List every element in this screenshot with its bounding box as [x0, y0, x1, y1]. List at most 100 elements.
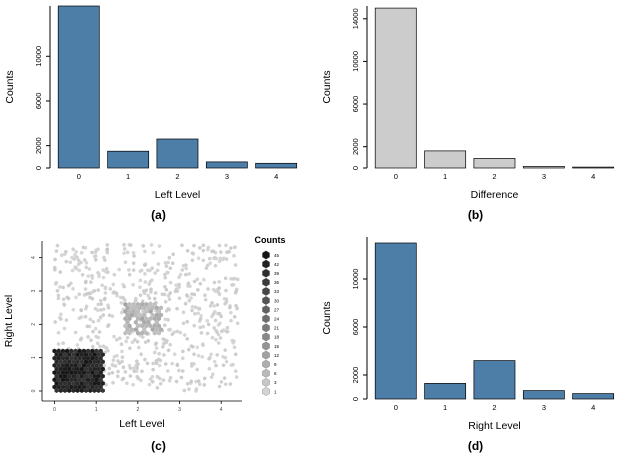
legend-value: 39	[274, 271, 280, 276]
y-tick-label: 14000	[351, 8, 360, 29]
counts-legend: Counts 45 42 39 36 33 30 27 24 21 18 15 12 9 6 3 1	[255, 235, 286, 396]
legend-value: 18	[274, 335, 280, 340]
legend-hex	[262, 359, 270, 369]
legend-value: 1	[274, 389, 277, 394]
x-tick-label: 3	[225, 172, 229, 181]
y-tick-label: 0	[34, 166, 43, 170]
x-tick-label: 2	[492, 172, 496, 181]
bar	[374, 7, 417, 169]
legend-hex	[262, 296, 270, 305]
x-tick-label: 0	[394, 403, 398, 412]
bar	[205, 161, 248, 169]
legend-hex	[262, 368, 270, 378]
y-tick-label: 10000	[34, 46, 43, 67]
y-tick-label: 10000	[351, 51, 360, 72]
y-tick-label: 0	[351, 166, 360, 170]
legend-value: 12	[274, 353, 280, 358]
y-tick-label: 0	[31, 389, 37, 392]
x-tick-label: 1	[95, 407, 98, 413]
y-tick-label: 10000	[351, 269, 360, 290]
bar	[424, 383, 467, 400]
y-tick-label: 0	[351, 397, 360, 401]
axes: 0 2000 6000 10000	[351, 237, 368, 401]
legend-hex	[262, 268, 270, 278]
x-tick-label: 3	[178, 407, 181, 413]
bar	[57, 5, 100, 169]
panel-a: 0 2000 6000 10000 0 1 2 3 4 Left Level Counts (a)	[0, 0, 317, 231]
bar	[522, 390, 565, 400]
legend-hex	[262, 277, 270, 287]
bar	[473, 158, 516, 169]
x-axis-title: Right Level	[468, 420, 521, 432]
caption-c: (c)	[151, 439, 166, 453]
legend-hex	[262, 314, 270, 324]
bar-chart-difference: 0 2000 6000 10000 14000 0 1 2 3 4 Difference Counts	[321, 6, 615, 201]
y-tick-label: 2000	[34, 137, 43, 154]
x-tick-label: 2	[492, 403, 496, 412]
legend-hex	[262, 323, 270, 333]
x-tick-label: 4	[591, 403, 595, 412]
legend-value: 3	[274, 380, 277, 385]
legend-value: 42	[274, 262, 280, 267]
legend-hex	[262, 287, 270, 296]
legend-value: 6	[274, 371, 277, 376]
bars: 0 1 2 3 4	[57, 5, 298, 181]
y-tick-label: 6000	[351, 96, 360, 113]
bar	[473, 360, 516, 400]
x-tick-label: 2	[136, 407, 139, 413]
panel-d: 0 2000 6000 10000 0 1 2 3 4 Right Level Counts (d)	[317, 231, 634, 462]
caption-d: (d)	[467, 439, 484, 453]
legend-value: 45	[274, 253, 280, 258]
legend-value: 21	[274, 326, 280, 331]
legend-value: 15	[274, 344, 280, 349]
y-tick-label: 1	[31, 356, 37, 359]
y-tick-label: 2000	[351, 367, 360, 384]
bars: 0 1 2 3 4	[374, 242, 615, 412]
cluster-medium	[123, 301, 164, 336]
bar	[522, 166, 565, 169]
y-tick-label: 4	[31, 256, 37, 259]
x-axis-title: Difference	[471, 189, 519, 201]
x-axis-title: Left Level	[155, 189, 201, 201]
legend-value: 27	[274, 307, 280, 312]
caption-a: (a)	[151, 208, 166, 222]
legend-title: Counts	[255, 235, 286, 245]
x-tick-label: 0	[53, 407, 56, 413]
y-axis-title: Counts	[4, 70, 16, 103]
panel-b: 0 2000 6000 10000 14000 0 1 2 3 4 Difference Counts…	[317, 0, 634, 231]
y-axis-title: Counts	[321, 70, 333, 103]
bar-chart-left-level: 0 2000 6000 10000 0 1 2 3 4 Left Level Counts	[4, 5, 298, 201]
bar	[156, 138, 199, 169]
legend-value: 33	[274, 289, 280, 294]
x-tick-label: 0	[77, 172, 81, 181]
axes: 0 1 2 3 4 0 1 2 3 4	[31, 241, 242, 413]
y-axis-title: Right Level	[3, 295, 15, 348]
x-tick-label: 4	[274, 172, 278, 181]
x-tick-label: 3	[542, 172, 546, 181]
legend-hex	[262, 305, 270, 314]
axes: 0 2000 6000 10000 14000	[351, 6, 368, 170]
legend-value: 9	[274, 362, 277, 367]
cluster-high	[52, 348, 105, 393]
x-axis-title: Left Level	[119, 418, 165, 430]
y-tick-label: 2	[31, 323, 37, 326]
y-tick-label: 6000	[351, 319, 360, 336]
y-tick-label: 3	[31, 289, 37, 292]
y-tick-label: 6000	[34, 93, 43, 110]
bar-chart-right-level: 0 2000 6000 10000 0 1 2 3 4 Right Level Counts	[321, 237, 615, 432]
bar	[374, 242, 417, 400]
legend-value: 36	[274, 280, 280, 285]
x-tick-label: 3	[542, 403, 546, 412]
legend-hex	[262, 259, 270, 269]
x-tick-label: 1	[126, 172, 130, 181]
x-tick-label: 0	[394, 172, 398, 181]
x-tick-label: 4	[220, 407, 223, 413]
bar	[107, 150, 150, 169]
legend-hex	[262, 250, 270, 260]
legend-hex	[262, 332, 270, 342]
legend-hex	[262, 341, 270, 351]
legend-value: 24	[274, 317, 280, 322]
bars: 0 1 2 3 4	[374, 7, 615, 181]
